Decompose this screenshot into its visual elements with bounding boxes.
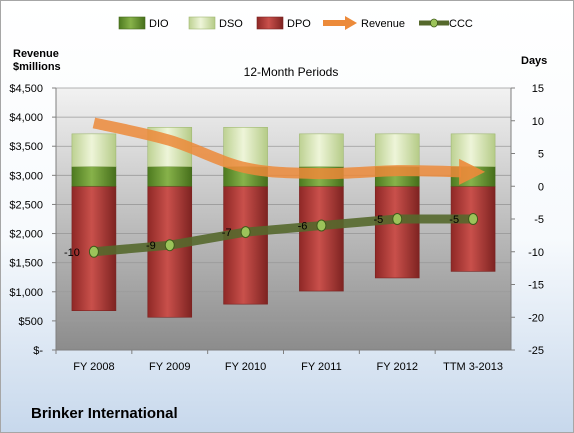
left-tick-label: $2,000 (9, 229, 43, 241)
right-tick-label: 15 (532, 83, 544, 95)
legend-marker (430, 18, 438, 28)
dpo-bar (374, 185, 420, 279)
revenue-arrowhead (459, 158, 486, 185)
right-tick-label: 0 (538, 181, 544, 193)
dio-bar (147, 166, 193, 187)
ccc-data-label: -10 (64, 247, 80, 259)
legend-item-dio: DIO (118, 16, 169, 30)
legend-label: Revenue (361, 18, 405, 30)
x-tick-label: FY 2008 (73, 361, 114, 373)
right-tick-label: -20 (528, 312, 544, 324)
left-axis-label-line2: $millions (13, 61, 61, 73)
left-tick-label: $1,000 (9, 287, 43, 299)
ccc-point (468, 213, 479, 225)
dpo-bar (223, 185, 268, 305)
ccc-data-label: -9 (146, 240, 156, 252)
revenue-line (92, 117, 462, 180)
dio-bar (71, 166, 117, 187)
dpo-bar (450, 185, 496, 272)
company-name: Brinker International (31, 405, 178, 422)
legend-label: DPO (287, 18, 311, 30)
dso-bar (450, 133, 496, 167)
dpo-bar (147, 185, 193, 318)
ccc-data-label: -6 (298, 221, 308, 233)
ccc-data-label: -5 (373, 214, 383, 226)
right-axis-label: Days (521, 55, 547, 67)
left-axis-label-line1: Revenue (13, 48, 59, 60)
x-tick-label: FY 2009 (149, 361, 190, 373)
legend-arrowhead (345, 16, 357, 30)
left-tick-label: $2,500 (9, 199, 43, 211)
ccc-point (316, 219, 327, 232)
ccc-point (164, 239, 175, 252)
ccc-data-label: -5 (449, 214, 459, 226)
ccc-point (88, 245, 99, 258)
dso-bar (71, 133, 117, 167)
ccc-point (240, 226, 251, 239)
left-tick-label: $1,500 (9, 258, 43, 270)
dpo-bar (299, 185, 344, 292)
right-tick-label: 5 (538, 149, 544, 161)
x-tick-label: FY 2012 (377, 361, 418, 373)
right-tick-label: -10 (528, 247, 544, 259)
legend-swatch (188, 16, 216, 30)
right-tick-label: -25 (528, 345, 544, 357)
chart-title: 12-Month Periods (244, 65, 339, 79)
left-tick-label: $4,500 (9, 83, 43, 95)
dso-bar (299, 133, 344, 167)
dso-bar (374, 133, 420, 167)
left-tick-label: $- (33, 345, 43, 357)
legend-label: CCC (449, 18, 473, 30)
right-tick-label: -5 (534, 214, 544, 226)
legend-item-dpo: DPO (256, 16, 311, 30)
legend-item-dso: DSO (188, 16, 243, 30)
left-tick-label: $500 (19, 316, 43, 328)
left-tick-label: $3,500 (9, 141, 43, 153)
legend-item-revenue: Revenue (323, 16, 405, 30)
x-tick-label: FY 2011 (301, 361, 342, 373)
x-tick-label: FY 2010 (225, 361, 266, 373)
legend-label: DSO (219, 18, 243, 30)
ccc-data-label: -7 (222, 227, 232, 239)
ccc-point (392, 213, 403, 225)
legend-swatch (256, 16, 284, 30)
legend-swatch (118, 16, 146, 30)
ccc-line (93, 214, 474, 257)
right-tick-label: 10 (532, 116, 544, 128)
left-tick-label: $3,000 (9, 170, 43, 182)
legend-label: DIO (149, 18, 169, 30)
x-tick-label: TTM 3-2013 (443, 361, 503, 373)
left-tick-label: $4,000 (9, 112, 43, 124)
legend-item-ccc: CCC (419, 18, 473, 30)
right-tick-label: -15 (528, 280, 544, 292)
